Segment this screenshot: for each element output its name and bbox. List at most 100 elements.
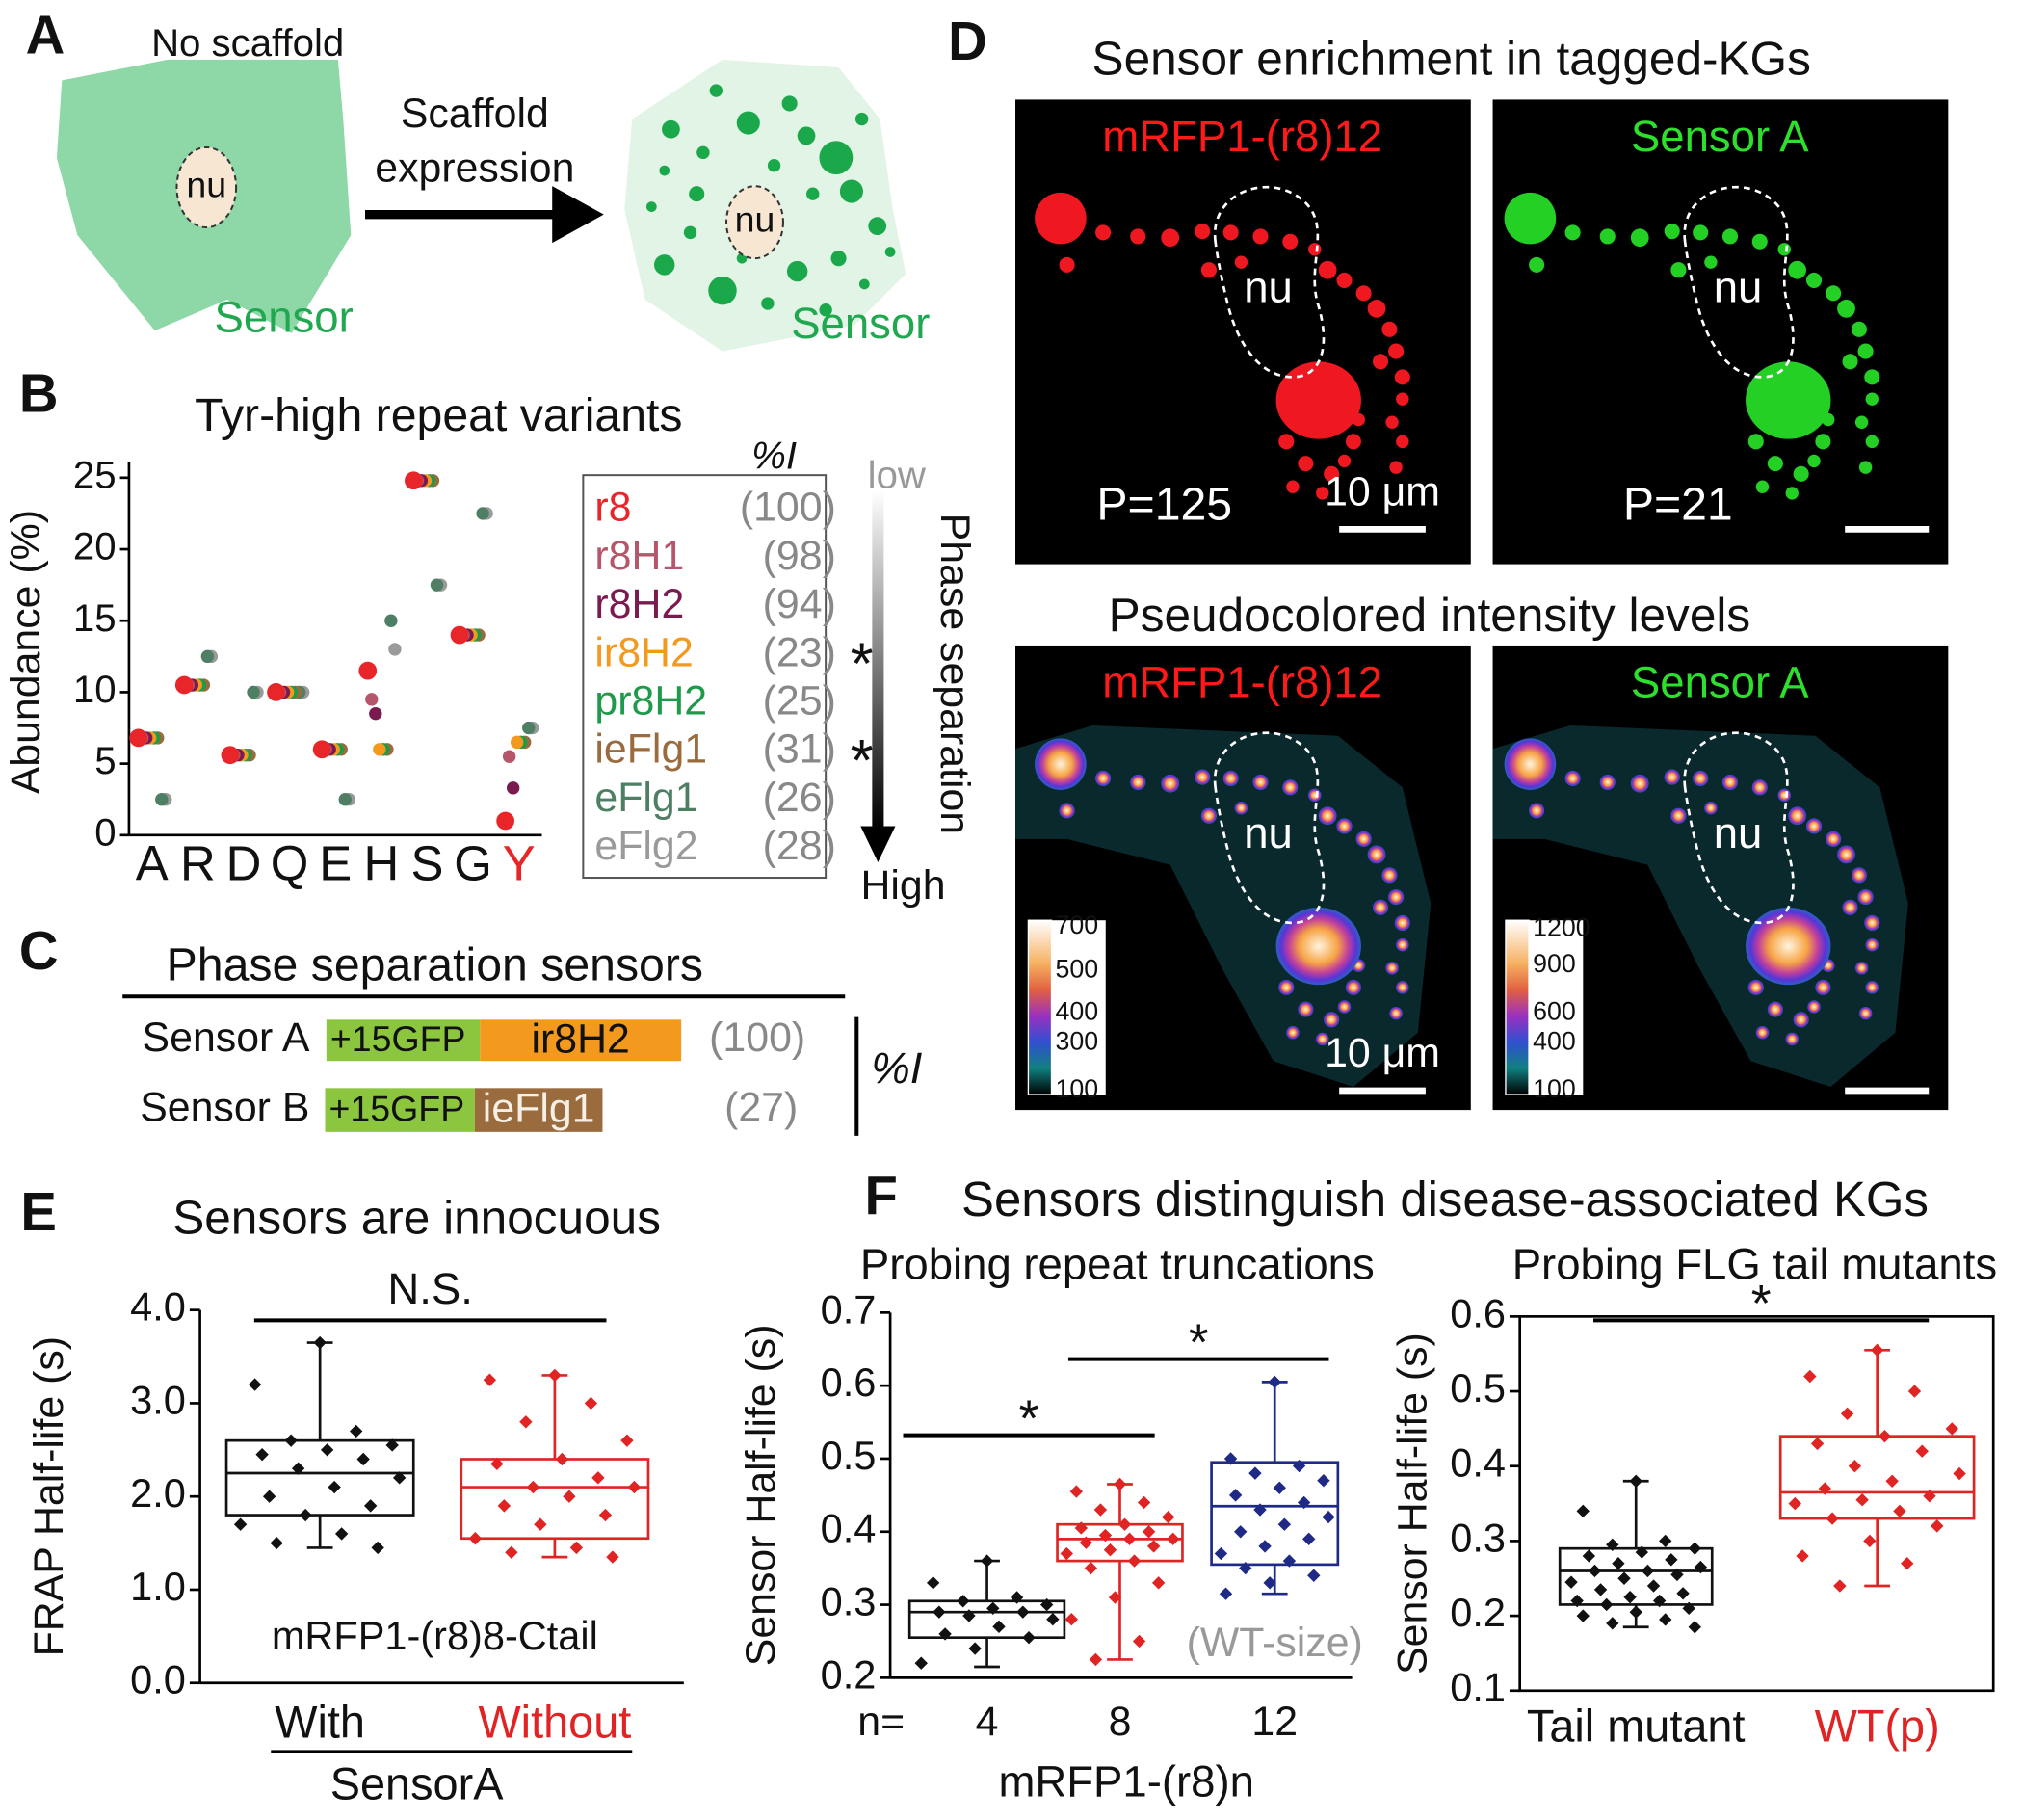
granule <box>1529 803 1545 819</box>
data-point <box>1161 1510 1175 1524</box>
data-point <box>1142 1525 1156 1539</box>
data-point <box>1322 1510 1335 1524</box>
label: Probing FLG tail mutants <box>1512 1240 1997 1289</box>
granule <box>1389 1006 1403 1020</box>
granule <box>1793 1012 1809 1028</box>
granule <box>1857 343 1874 359</box>
data-point <box>1292 1459 1306 1473</box>
panel-letter: B <box>19 363 59 424</box>
data-point <box>1931 1519 1944 1533</box>
data-point <box>1564 1575 1578 1589</box>
label: Sensor A <box>1631 657 1809 706</box>
label: +15GFP <box>330 1018 466 1059</box>
granule <box>1865 981 1878 994</box>
data-point <box>320 1443 334 1457</box>
data-point <box>1803 1369 1817 1384</box>
x-tick-label: S <box>410 836 443 891</box>
granule <box>1381 321 1398 337</box>
legend-identity: (94) <box>763 581 836 627</box>
label: nu <box>186 164 226 204</box>
granule <box>1394 914 1410 931</box>
granule <box>1793 465 1809 482</box>
granule <box>1222 224 1239 241</box>
granule <box>1381 867 1398 884</box>
dot <box>496 811 515 831</box>
label: Sensors distinguish disease-associated K… <box>961 1172 1929 1227</box>
x-tick-label: R <box>180 836 216 891</box>
data-point <box>1688 1542 1701 1555</box>
nucleus <box>175 145 238 229</box>
y-tick-label: 0.3 <box>821 1579 877 1624</box>
granule <box>1664 769 1680 785</box>
granule <box>1599 774 1616 790</box>
legend-identity: (26) <box>763 775 836 821</box>
dot <box>502 750 516 763</box>
data-point <box>980 1554 994 1568</box>
box <box>460 1458 650 1541</box>
granule <box>1788 806 1806 826</box>
panel-letter: C <box>19 920 59 981</box>
label: No scaffold <box>151 21 344 65</box>
data-point <box>1612 1557 1625 1570</box>
data-point <box>248 1378 262 1391</box>
data-point <box>371 1541 384 1555</box>
y-tick-label: 0.0 <box>130 1657 186 1702</box>
y-tick-label: 0.3 <box>1450 1515 1506 1560</box>
data-point <box>1576 1609 1590 1622</box>
granule <box>1864 369 1880 385</box>
y-axis-label: Sensor Half-life (s) <box>738 1324 784 1666</box>
legend-box <box>582 474 828 880</box>
data-point <box>1167 1532 1180 1546</box>
y-tick-label: 0.5 <box>1450 1365 1506 1411</box>
y-tick-label: 0.5 <box>821 1433 877 1478</box>
box <box>224 1438 415 1517</box>
data-point <box>1826 1512 1839 1525</box>
box <box>1778 1435 1976 1520</box>
granule <box>1747 434 1764 450</box>
granule <box>1854 962 1869 975</box>
granule <box>761 297 775 310</box>
label: (WT-size) <box>1187 1620 1363 1666</box>
label: Phase separation sensors <box>167 939 703 991</box>
data-point <box>1863 1534 1877 1548</box>
data-point <box>1151 1576 1166 1590</box>
data-point <box>356 1452 370 1466</box>
data-point <box>1016 1605 1030 1619</box>
data-point <box>1258 1540 1272 1553</box>
data-point <box>1646 1579 1661 1593</box>
granule <box>1234 255 1248 269</box>
granule <box>1777 788 1791 802</box>
granule <box>1234 802 1248 815</box>
granule <box>1337 1000 1352 1014</box>
granule <box>1806 818 1823 834</box>
granule <box>1324 465 1340 482</box>
data-point <box>392 1471 407 1485</box>
data-point <box>233 1517 248 1531</box>
data-point <box>1069 1485 1084 1498</box>
data-point <box>497 1499 512 1513</box>
label: Sensor B <box>140 1084 309 1130</box>
data-point <box>328 1480 341 1494</box>
granule <box>1195 769 1211 785</box>
nucleus <box>725 185 784 260</box>
data-point <box>1907 1385 1922 1398</box>
colorbar-label-bg <box>1051 920 1106 1095</box>
granule <box>767 159 781 172</box>
data-point <box>1039 1597 1054 1612</box>
data-point <box>1582 1549 1596 1563</box>
data-point <box>1629 1605 1642 1619</box>
colorbar <box>1027 919 1053 1095</box>
data-point <box>1635 1545 1649 1559</box>
granule <box>1664 224 1680 240</box>
large-granule <box>1746 907 1831 986</box>
label: 600 <box>1533 997 1576 1026</box>
granule <box>1059 803 1075 819</box>
granule <box>1345 979 1361 995</box>
granule <box>1670 262 1687 278</box>
data-point <box>270 1536 283 1550</box>
granule <box>1865 435 1878 449</box>
panel-letter: D <box>948 11 987 71</box>
dot <box>267 683 285 701</box>
label: Probing repeat truncations <box>860 1240 1375 1289</box>
data-point <box>1093 1503 1108 1517</box>
